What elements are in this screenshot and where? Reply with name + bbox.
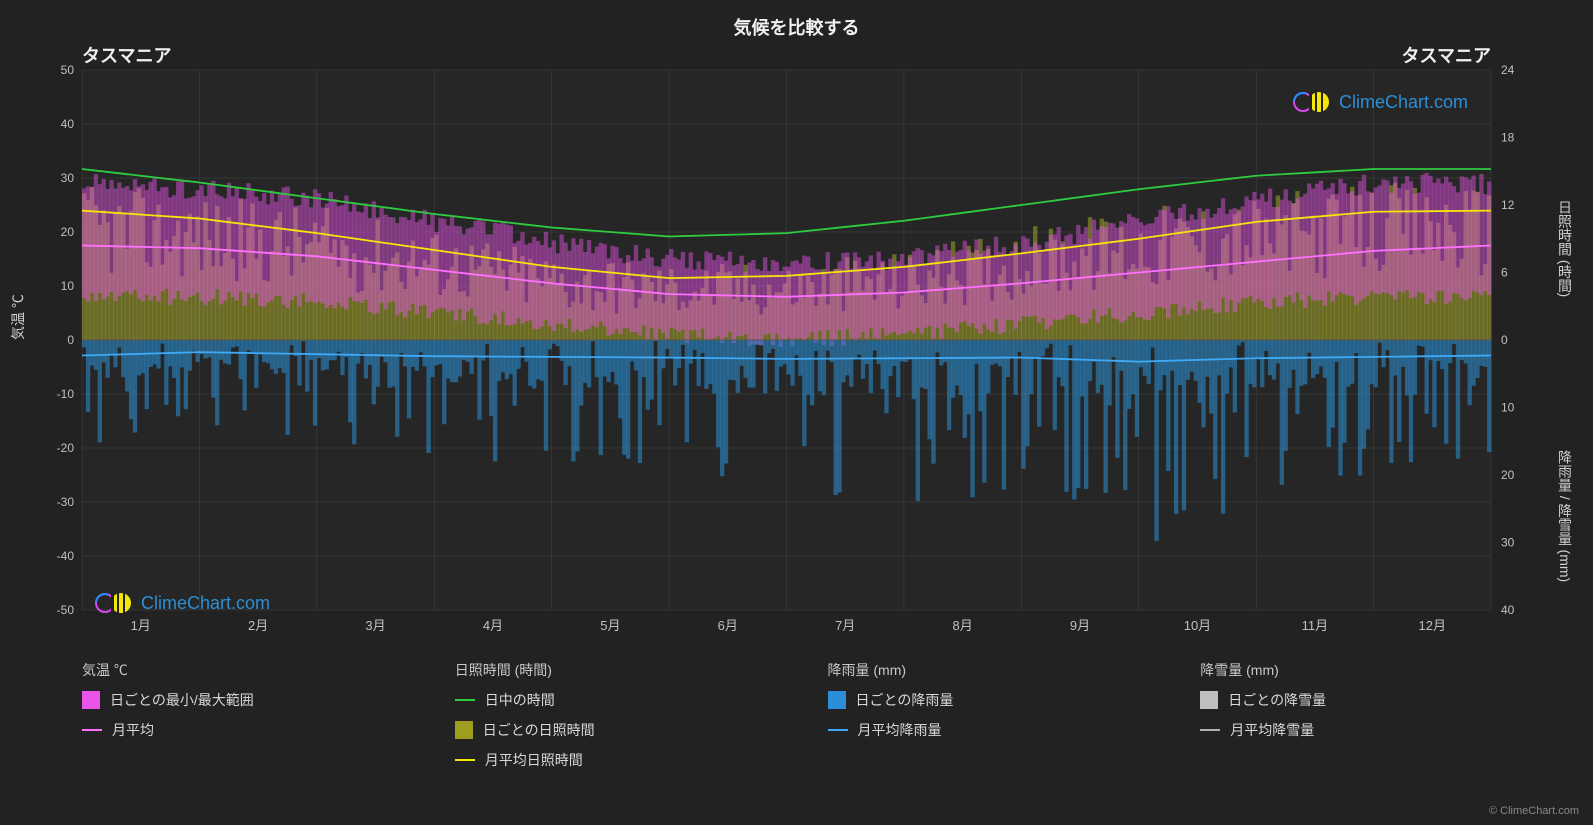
legend-swatch-line: [82, 729, 102, 731]
svg-text:0: 0: [1501, 333, 1508, 347]
plot-svg: -50-40-30-20-100102030405006121824102030…: [82, 70, 1491, 610]
copyright-text: © ClimeChart.com: [1489, 805, 1579, 817]
legend-label: 日中の時間: [485, 690, 555, 710]
legend-label: 月平均: [112, 720, 154, 740]
svg-text:40: 40: [61, 117, 75, 131]
svg-text:20: 20: [61, 225, 75, 239]
svg-text:12月: 12月: [1419, 618, 1446, 633]
svg-text:10: 10: [1501, 401, 1515, 415]
legend-group-title: 気温 ℃: [82, 660, 435, 680]
legend-label: 月平均降雪量: [1230, 720, 1314, 740]
legend-swatch-box: [455, 721, 473, 739]
y-axis-label-right-bottom: 降雨量 / 降雪量 (mm): [1555, 450, 1575, 582]
legend-label: 月平均降雨量: [858, 720, 942, 740]
legend-group: 降雪量 (mm) 日ごとの降雪量月平均降雪量: [1200, 660, 1553, 780]
svg-text:10: 10: [61, 279, 75, 293]
svg-text:1月: 1月: [131, 618, 151, 633]
legend-group-title: 降雨量 (mm): [828, 660, 1181, 680]
svg-text:20: 20: [1501, 468, 1515, 482]
legend-item: 月平均降雨量: [828, 720, 1181, 740]
legend-group-title: 日照時間 (時間): [455, 660, 808, 680]
svg-text:30: 30: [1501, 536, 1515, 550]
legend-item: 月平均: [82, 720, 435, 740]
climate-comparison-chart: 気候を比較する タスマニア タスマニア 気温 ℃ 日照時間 (時間) 降雨量 /…: [0, 0, 1593, 825]
legend-label: 日ごとの降雪量: [1228, 690, 1326, 710]
svg-text:7月: 7月: [835, 618, 855, 633]
legend-label: 日ごとの日照時間: [483, 720, 595, 740]
legend-label: 日ごとの降雨量: [856, 690, 954, 710]
svg-text:3月: 3月: [365, 618, 385, 633]
svg-text:12: 12: [1501, 198, 1515, 212]
svg-text:2月: 2月: [248, 618, 268, 633]
svg-text:6月: 6月: [718, 618, 738, 633]
legend-label: 日ごとの最小/最大範囲: [110, 690, 254, 710]
svg-text:6: 6: [1501, 266, 1508, 280]
watermark-top: ClimeChart.com: [1293, 90, 1468, 114]
watermark-text: ClimeChart.com: [1339, 92, 1468, 113]
legend: 気温 ℃ 日ごとの最小/最大範囲月平均 日照時間 (時間) 日中の時間日ごとの日照時間…: [82, 660, 1553, 780]
watermark-bottom: ClimeChart.com: [95, 591, 270, 615]
legend-group: 気温 ℃ 日ごとの最小/最大範囲月平均: [82, 660, 435, 780]
svg-text:10月: 10月: [1184, 618, 1211, 633]
svg-text:40: 40: [1501, 603, 1515, 617]
svg-text:-40: -40: [57, 549, 75, 563]
svg-text:30: 30: [61, 171, 75, 185]
y-axis-label-right-top: 日照時間 (時間): [1555, 200, 1575, 297]
location-label-left: タスマニア: [82, 42, 171, 68]
legend-swatch-line: [455, 699, 475, 701]
svg-text:8月: 8月: [953, 618, 973, 633]
legend-group: 降雨量 (mm) 日ごとの降雨量月平均降雨量: [828, 660, 1181, 780]
legend-group-title: 降雪量 (mm): [1200, 660, 1553, 680]
legend-group: 日照時間 (時間) 日中の時間日ごとの日照時間月平均日照時間: [455, 660, 808, 780]
legend-swatch-line: [455, 759, 475, 761]
svg-text:0: 0: [67, 333, 74, 347]
legend-swatch-box: [828, 691, 846, 709]
legend-item: 月平均日照時間: [455, 750, 808, 770]
legend-swatch-box: [1200, 691, 1218, 709]
chart-title: 気候を比較する: [0, 0, 1593, 40]
svg-text:5月: 5月: [600, 618, 620, 633]
watermark-logo-icon: [95, 591, 135, 615]
svg-text:-30: -30: [57, 495, 75, 509]
svg-text:4月: 4月: [483, 618, 503, 633]
svg-text:-50: -50: [57, 603, 75, 617]
y-axis-label-left: 気温 ℃: [8, 294, 28, 340]
svg-text:18: 18: [1501, 131, 1515, 145]
svg-text:9月: 9月: [1070, 618, 1090, 633]
legend-label: 月平均日照時間: [485, 750, 583, 770]
watermark-text: ClimeChart.com: [141, 593, 270, 614]
svg-text:-10: -10: [57, 387, 75, 401]
svg-text:11月: 11月: [1302, 618, 1329, 633]
svg-text:-20: -20: [57, 441, 75, 455]
svg-text:24: 24: [1501, 63, 1515, 77]
svg-text:50: 50: [61, 63, 75, 77]
watermark-logo-icon: [1293, 90, 1333, 114]
legend-swatch-box: [82, 691, 100, 709]
legend-item: 日中の時間: [455, 690, 808, 710]
legend-item: 月平均降雪量: [1200, 720, 1553, 740]
legend-item: 日ごとの最小/最大範囲: [82, 690, 435, 710]
legend-swatch-line: [828, 729, 848, 731]
location-label-right: タスマニア: [1402, 42, 1491, 68]
legend-swatch-line: [1200, 729, 1220, 731]
legend-item: 日ごとの降雨量: [828, 690, 1181, 710]
legend-item: 日ごとの降雪量: [1200, 690, 1553, 710]
legend-item: 日ごとの日照時間: [455, 720, 808, 740]
plot-area: -50-40-30-20-100102030405006121824102030…: [82, 70, 1491, 610]
